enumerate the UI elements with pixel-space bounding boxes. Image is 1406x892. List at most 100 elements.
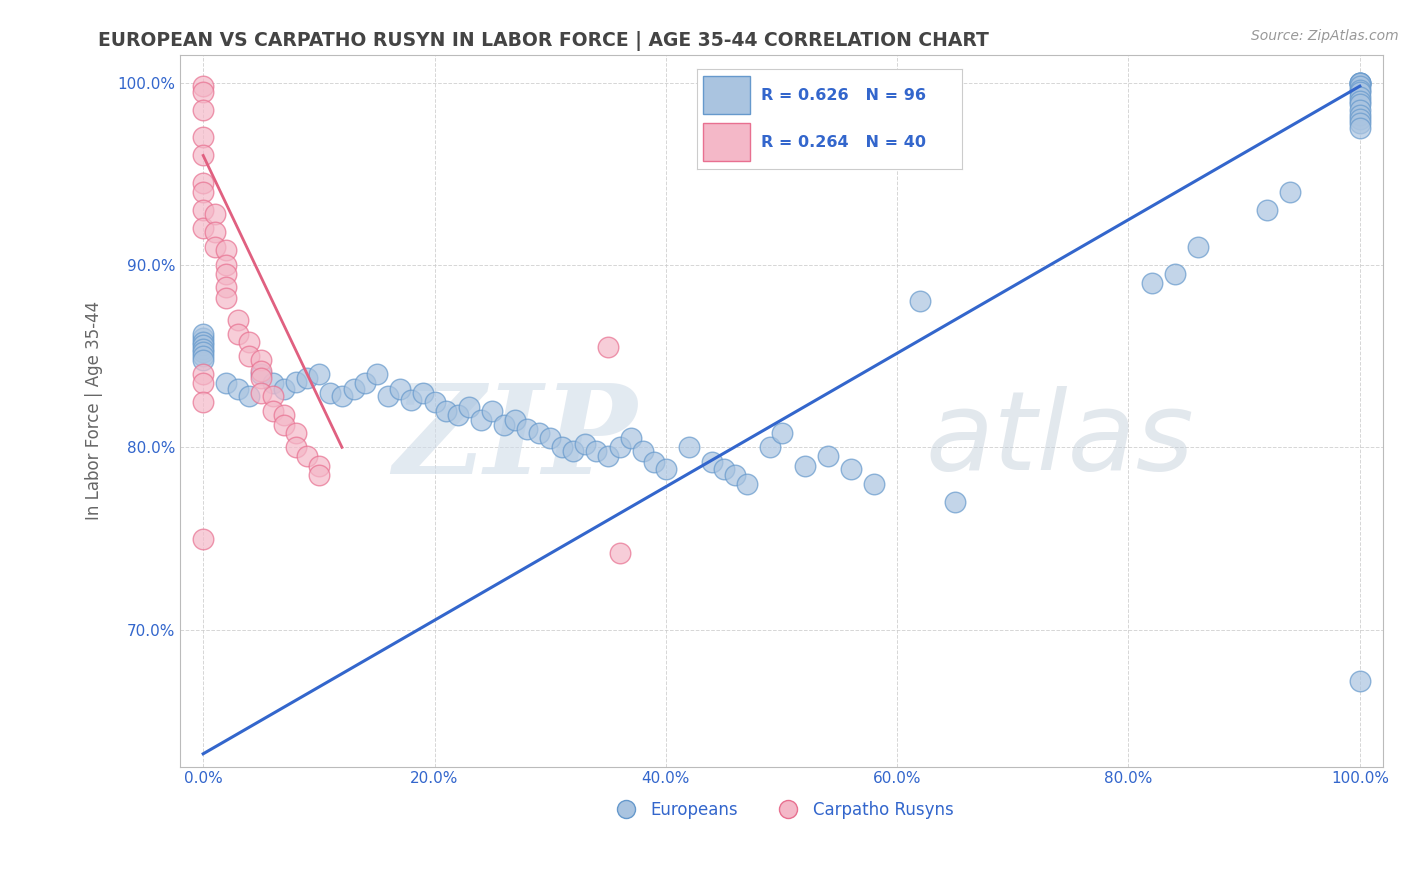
Point [273,408,295,422]
Point [770,425,793,440]
Point [562,444,585,458]
Point [193,338,215,352]
Point [759,440,782,454]
Point [1348,90,1371,104]
Point [297,450,319,464]
Point [446,408,468,422]
Point [193,327,215,342]
Point [250,385,273,400]
Point [354,376,377,391]
Point [1348,97,1371,112]
Point [342,382,364,396]
Point [516,422,538,436]
Point [273,418,295,433]
Point [262,376,284,391]
Point [551,440,574,454]
Point [193,331,215,345]
Point [1348,75,1371,89]
Point [226,312,249,326]
Point [238,349,260,363]
Point [215,267,238,281]
Point [250,352,273,367]
Point [284,440,307,454]
Point [401,392,423,407]
Point [308,458,330,473]
Point [193,130,215,145]
Point [470,413,492,427]
Point [193,176,215,190]
Point [538,431,561,445]
Point [620,431,643,445]
Point [193,532,215,546]
Point [1187,240,1209,254]
Point [713,462,735,476]
Text: Source: ZipAtlas.com: Source: ZipAtlas.com [1251,29,1399,43]
Point [631,444,654,458]
Point [481,404,503,418]
Point [1140,276,1163,290]
Point [585,444,607,458]
Point [1164,267,1187,281]
Point [1348,79,1371,94]
Point [1256,203,1278,218]
Point [204,207,226,221]
Point [1348,673,1371,688]
Text: EUROPEAN VS CARPATHO RUSYN IN LABOR FORCE | AGE 35-44 CORRELATION CHART: EUROPEAN VS CARPATHO RUSYN IN LABOR FORC… [98,31,990,51]
Point [1348,121,1371,136]
Point [1348,85,1371,99]
Point [193,376,215,391]
Point [226,327,249,342]
Point [793,458,815,473]
Point [215,244,238,258]
Point [284,375,307,389]
Point [273,382,295,396]
Point [458,401,481,415]
Point [308,467,330,482]
Point [1348,75,1371,89]
Point [609,546,631,560]
Point [226,382,249,396]
Point [1348,115,1371,129]
Point [609,440,631,454]
Point [1348,75,1371,89]
Text: ZIP: ZIP [394,378,637,500]
Point [193,203,215,218]
Point [423,394,446,409]
Point [193,368,215,382]
Point [193,148,215,162]
Point [596,340,619,354]
Point [1348,112,1371,126]
Point [193,79,215,94]
Point [574,436,596,450]
Point [412,385,434,400]
Point [1348,94,1371,108]
Point [1348,75,1371,89]
Point [284,425,307,440]
Legend: Europeans, Carpatho Rusyns: Europeans, Carpatho Rusyns [602,795,960,826]
Point [215,291,238,305]
Point [193,185,215,199]
Point [943,495,966,509]
Point [700,455,723,469]
Point [193,342,215,356]
Point [366,368,388,382]
Point [193,345,215,359]
Point [193,103,215,117]
Point [204,240,226,254]
Point [330,389,353,403]
Point [910,294,932,309]
Point [238,334,260,349]
Point [735,476,758,491]
Point [193,85,215,99]
Point [238,389,260,403]
Point [492,418,515,433]
Point [262,389,284,403]
Point [1279,185,1302,199]
Point [215,376,238,391]
Point [193,349,215,363]
Point [319,385,342,400]
Point [655,462,678,476]
Point [250,371,273,385]
Y-axis label: In Labor Force | Age 35-44: In Labor Force | Age 35-44 [86,301,103,520]
Point [308,368,330,382]
